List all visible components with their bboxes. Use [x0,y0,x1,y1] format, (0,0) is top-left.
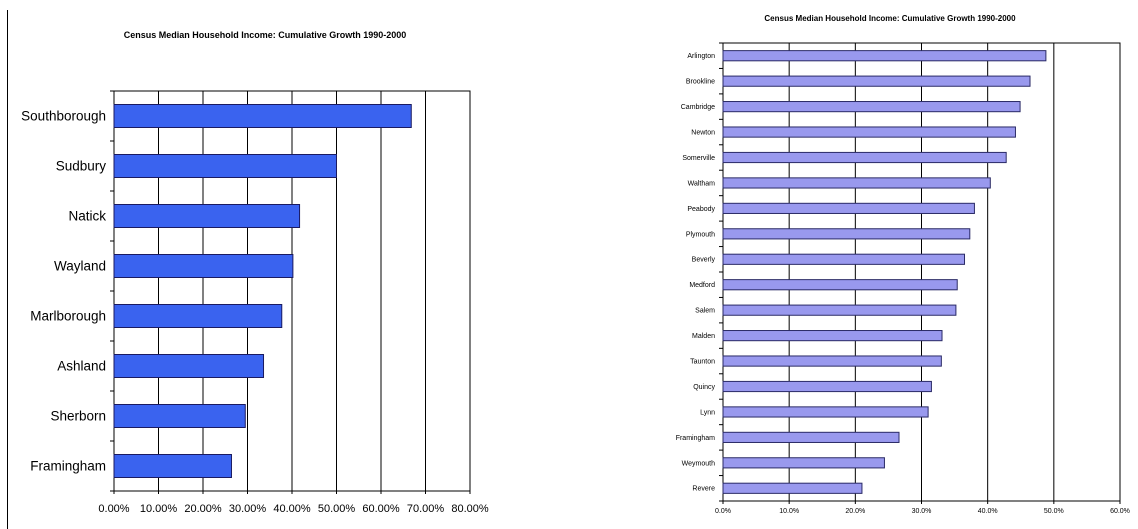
category-label: Medford [689,282,715,289]
x-tick-label: 80.00% [451,503,489,515]
x-tick-label: 40.00% [273,503,311,515]
bar-ashland [113,354,265,378]
category-label: Malden [692,333,715,340]
category-label: Sudbury [56,159,107,174]
bar-medford [722,279,958,291]
category-label: Taunton [690,359,715,366]
x-tick-label: 0.00% [98,503,129,515]
x-tick-label: 30.00% [229,503,267,515]
bar-newton [722,126,1016,138]
x-tick-label: 60.0% [1110,508,1130,515]
bar-framingham [113,454,232,478]
category-label: Cambridge [681,104,715,111]
category-label: Somerville [682,155,715,162]
category-label: Arlington [687,53,715,60]
category-label: Peabody [687,206,715,213]
x-tick-label: 0.0% [715,508,731,515]
bar-peabody [722,202,975,214]
bar-natick [113,204,301,228]
bar-arlington [722,50,1047,62]
category-label: Plymouth [686,231,715,238]
category-label: Revere [692,486,715,493]
bar-sudbury [113,154,337,178]
x-tick-label: 30.0% [912,508,932,515]
x-tick-label: 40.0% [978,508,998,515]
category-label: Sherborn [50,409,106,424]
x-tick-label: 20.00% [184,503,222,515]
category-label: Waltham [688,180,716,187]
bar-brookline [722,75,1031,87]
bar-beverly [722,253,966,265]
category-label: Framingham [676,435,715,442]
bar-quincy [722,380,932,393]
category-label: Lynn [700,409,715,416]
x-tick-label: 50.0% [1044,508,1064,515]
bar-malden [722,330,943,342]
category-label: Marlborough [30,309,106,324]
chart-title-right: Census Median Household Income: Cumulati… [764,14,1016,23]
category-label: Framingham [30,459,106,474]
bar-sherborn [113,404,246,428]
bar-marlborough [113,304,283,328]
page-edge-line [7,10,8,529]
bar-wayland [113,254,294,278]
category-label: Natick [68,209,106,224]
bar-plymouth [722,228,971,240]
bar-revere [722,482,863,494]
bar-southborough [113,104,412,128]
x-tick-label: 10.0% [779,508,799,515]
category-label: Ashland [57,359,106,374]
bar-somerville [722,151,1007,164]
x-tick-label: 10.00% [140,503,178,515]
bar-cambridge [722,101,1021,113]
bar-framingham [722,431,900,443]
bar-weymouth [722,457,885,469]
x-tick-label: 20.0% [845,508,865,515]
category-label: Beverly [692,257,716,264]
category-label: Southborough [21,109,106,124]
category-label: Newton [691,130,715,137]
bar-salem [722,304,957,316]
category-label: Quincy [693,384,715,391]
x-tick-label: 70.00% [407,503,445,515]
category-label: Brookline [686,79,715,86]
category-label: Weymouth [682,460,715,467]
x-tick-label: 50.00% [318,503,356,515]
x-tick-label: 60.00% [362,503,400,515]
category-label: Salem [695,308,715,315]
bar-waltham [722,177,991,189]
chart-title-left: Census Median Household Income: Cumulati… [123,30,407,40]
bar-lynn [722,406,929,418]
category-label: Wayland [54,259,106,274]
bar-taunton [722,355,942,367]
